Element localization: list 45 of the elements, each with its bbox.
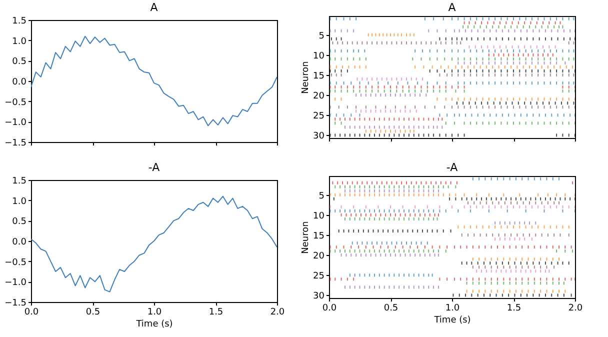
y-tick-label: 0.0 [12, 78, 27, 88]
x-tick-label: 1.0 [445, 304, 460, 314]
chart-title: -A [446, 161, 458, 174]
y-tick-label: 5 [318, 31, 324, 42]
y-tick-label: 15 [313, 231, 324, 242]
y-tick-label: 30 [313, 132, 325, 142]
y-tick-label: −1.0 [4, 278, 27, 288]
y-tick-label: 0.5 [12, 217, 26, 228]
x-axis-title: Time (s) [135, 320, 173, 330]
y-tick-label: 5 [318, 191, 324, 202]
y-tick-label: −1.0 [4, 118, 27, 128]
y-tick-label: 15 [313, 71, 324, 82]
y-tick-label: 25 [313, 112, 324, 122]
y-tick-label: 20 [313, 92, 325, 102]
x-tick-label: 0.5 [384, 304, 398, 314]
y-tick-label: 1.0 [12, 36, 27, 47]
y-tick-label: −0.5 [4, 258, 26, 268]
y-tick-label: 0.5 [12, 57, 26, 68]
chart-title: A [448, 1, 456, 14]
y-tick-label: 10 [313, 51, 325, 62]
x-axis-title: Time (s) [433, 316, 471, 326]
y-tick-label: 10 [313, 211, 325, 222]
y-tick-label: −0.5 [4, 98, 26, 108]
y-tick-label: −1.5 [4, 138, 26, 148]
y-axis-title: Neuron [301, 61, 312, 94]
line-series [31, 196, 277, 292]
y-axis-title: Neuron [301, 221, 312, 254]
y-tick-label: 1.5 [12, 16, 26, 26]
y-tick-label: 25 [313, 272, 324, 282]
x-tick-label: 2.0 [568, 304, 583, 314]
chart-title: A [150, 1, 158, 14]
y-tick-label: −1.5 [4, 298, 26, 308]
x-tick-label: 2.0 [270, 308, 285, 318]
line-series [31, 36, 277, 126]
x-tick-label: 1.5 [208, 308, 224, 318]
x-tick-label: 1.5 [506, 304, 522, 314]
y-tick-label: 30 [313, 292, 325, 302]
x-tick-label: 0.0 [24, 308, 39, 318]
y-tick-label: 1.5 [12, 176, 26, 186]
y-tick-label: 0.0 [12, 238, 27, 248]
x-tick-label: 0.5 [86, 308, 100, 318]
chart-title: -A [148, 161, 160, 174]
y-tick-label: 1.0 [12, 196, 27, 207]
x-tick-label: 1.0 [147, 308, 162, 318]
y-tick-label: 20 [313, 252, 325, 262]
